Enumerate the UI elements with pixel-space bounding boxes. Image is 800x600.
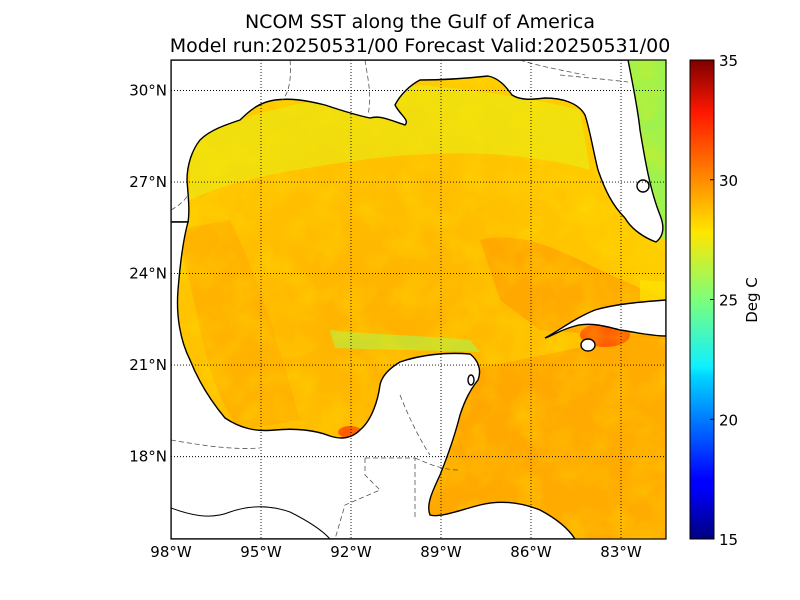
island [467,374,475,386]
graticule [171,60,666,539]
map-subtitle: Model run:20250531/00 Forecast Valid:202… [169,35,671,57]
lat-tick-label: 24°N [129,265,167,283]
national-borders [171,506,331,539]
lon-tick-label: 89°W [420,543,462,561]
lon-tick-label: 83°W [600,543,642,561]
lon-tick-label: 86°W [510,543,552,561]
lon-tick-label: 92°W [330,543,372,561]
mexico-coast [171,221,576,539]
plot-frame [170,59,667,540]
lat-tick-labels: 30°N 27°N 24°N 21°N 18°N [129,82,167,466]
map-title: NCOM SST along the Gulf of America [244,11,596,33]
colorbar-tick-label: 25 [719,292,738,310]
island [636,179,650,193]
land [171,60,666,539]
colorbar-label: Deg C [743,277,761,323]
island [580,338,596,352]
lon-tick-label: 95°W [240,543,282,561]
cuba [544,299,666,339]
borders [171,60,629,539]
colorbar-tick-label: 15 [719,531,738,549]
lat-tick-label: 30°N [129,82,167,100]
lon-tick-label: 98°W [150,543,192,561]
lon-tick-labels: 98°W 95°W 92°W 89°W 86°W 83°W [150,543,642,561]
colorbar-ticks: 35 30 25 20 15 [710,52,738,549]
colorbar-tick-label: 30 [719,172,738,190]
colorbar-tick-label: 35 [719,52,738,70]
us-coast [171,60,664,243]
lat-tick-label: 21°N [129,356,167,374]
colorbar-tick-label: 20 [719,411,738,429]
lat-tick-label: 18°N [129,448,167,466]
lat-tick-label: 27°N [129,173,167,191]
